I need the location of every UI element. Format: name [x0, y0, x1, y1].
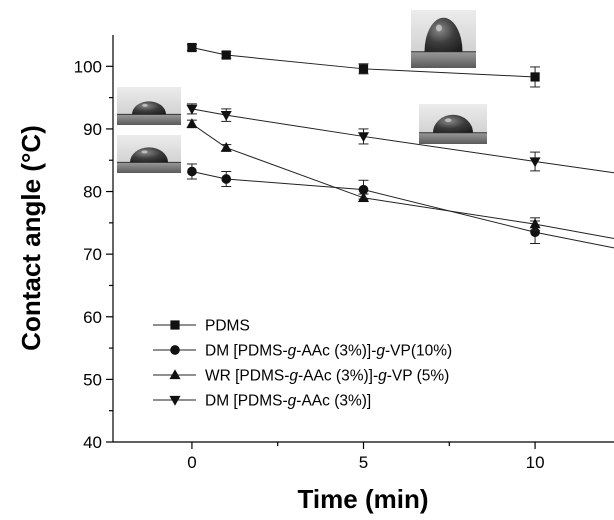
series-0: [186, 42, 541, 88]
droplet-insets: [117, 10, 487, 173]
legend-marker: [170, 345, 180, 355]
droplet-inset-dm-10min: [419, 104, 487, 144]
x-tick-label: 5: [359, 453, 368, 472]
x-axis-ticks: 0 5 10: [187, 442, 545, 472]
legend-label: DM [PDMS-g-AAc (3%)]-g-VP(10%): [205, 343, 452, 360]
droplet-inset-wr-grafted: [117, 135, 181, 173]
data-point: [186, 104, 198, 115]
legend-marker: [169, 395, 181, 406]
legend-label: DM [PDMS-g-AAc (3%)]: [205, 393, 371, 410]
legend-marker: [169, 369, 181, 380]
series-line: [191, 171, 614, 249]
droplet-inset-pdms: [411, 10, 476, 68]
y-tick-label: 60: [83, 308, 102, 327]
data-point: [187, 166, 197, 177]
legend-label: PDMS: [205, 318, 250, 335]
droplet-inset-dm-grafted: [117, 87, 181, 125]
data-point: [530, 72, 540, 82]
data-point: [221, 50, 231, 60]
legend-label: WR [PDMS-g-AAc (3%)]-g-VP (5%): [205, 368, 449, 385]
legend-item: PDMS: [153, 318, 250, 335]
data-point: [220, 141, 232, 152]
data-point: [529, 157, 541, 168]
data-point: [221, 174, 232, 184]
legend-item: WR [PDMS-g-AAc (3%)]-g-VP (5%): [153, 368, 449, 385]
data-point: [357, 192, 370, 202]
data-point: [530, 227, 540, 238]
data-point: [529, 218, 541, 229]
y-tick-label: 40: [83, 433, 102, 452]
series-1: [186, 163, 614, 249]
data-point: [358, 184, 369, 195]
y-tick-label: 100: [74, 57, 102, 76]
legend-item: DM [PDMS-g-AAc (3%)]-g-VP(10%): [153, 343, 452, 360]
y-tick-label: 70: [83, 245, 102, 264]
series-3: [186, 103, 614, 174]
series-line: [191, 108, 614, 174]
y-tick-label: 80: [83, 183, 102, 202]
y-axis-title: Contact angle (°C): [16, 125, 46, 351]
legend-marker: [170, 320, 180, 330]
legend-item: DM [PDMS-g-AAc (3%)]: [153, 393, 371, 410]
data-point: [220, 111, 232, 121]
x-tick-label: 0: [187, 453, 196, 472]
data-point: [186, 118, 198, 129]
data-point: [357, 132, 370, 143]
y-tick-label: 50: [83, 370, 102, 389]
series-2: [186, 118, 614, 239]
data-point: [187, 42, 197, 53]
x-axis-title: Time (min): [298, 484, 429, 514]
x-tick-label: 10: [526, 453, 545, 472]
series-layer: [186, 42, 614, 249]
y-axis-ticks: 40 50 60 70 80 90 100: [74, 57, 113, 452]
y-tick-label: 90: [83, 120, 102, 139]
series-line: [191, 47, 536, 78]
legend: PDMS DM [PDMS-g-AAc (3%)]-g-VP(10%) WR [PD…: [153, 318, 452, 410]
data-point: [358, 64, 369, 74]
